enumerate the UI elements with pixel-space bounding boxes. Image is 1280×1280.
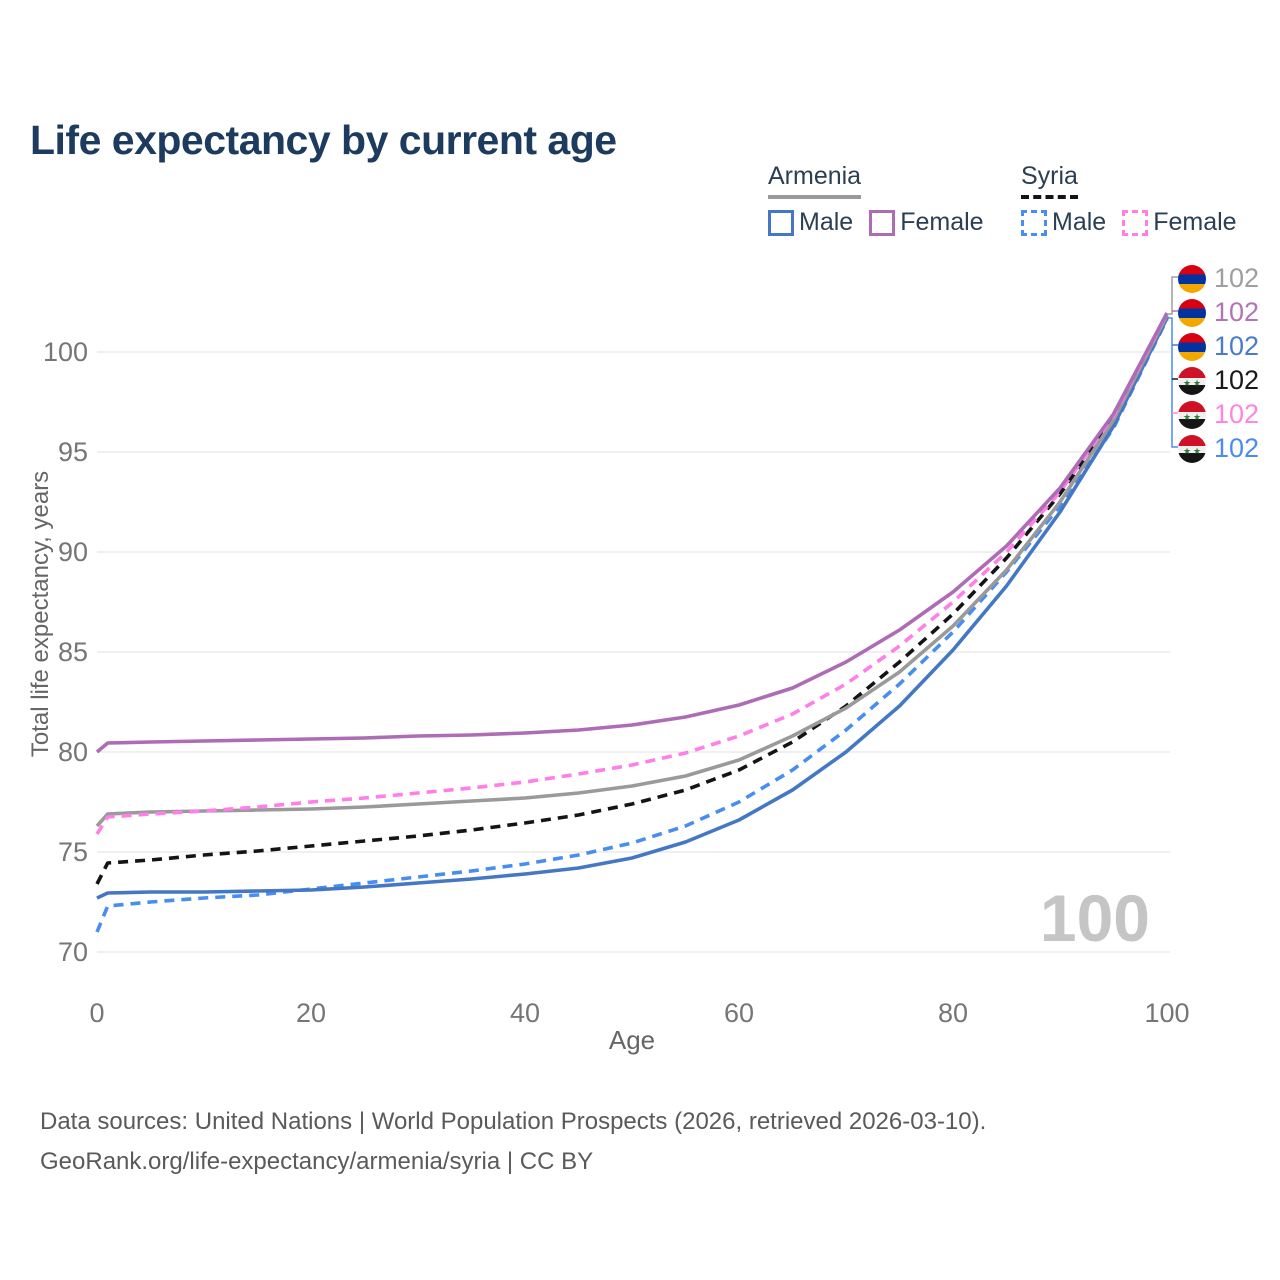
armenia-flag-icon (1178, 332, 1206, 361)
series-line-armenia (95, 314, 1169, 828)
legend-label-syria-female: Female (1153, 208, 1237, 236)
x-axis-title: Age (609, 1025, 655, 1055)
series-end-label-syria-female: ★ ★ 102 (1178, 399, 1259, 430)
legend-country-armenia: Armenia (768, 162, 862, 199)
end-value: 102 (1214, 263, 1260, 293)
y-tick-label: 80 (58, 737, 88, 767)
y-tick-label: 95 (58, 437, 88, 467)
series-end-label-armenia-male: 102 (1178, 331, 1259, 362)
x-tick-label: 40 (510, 998, 540, 1028)
series-line-syria-female (95, 313, 1169, 835)
end-value: 102 (1214, 433, 1260, 463)
star-icon: ★ (1183, 377, 1192, 388)
armenia-flag-icon (1178, 298, 1206, 327)
syria-male-swatch-icon (1021, 209, 1047, 236)
armenia-male-swatch-icon (768, 209, 794, 236)
series-end-label-armenia-both: 102 (1178, 263, 1259, 294)
syria-flag-icon: ★ ★ (1178, 400, 1206, 429)
series-line-armenia-male (96, 317, 1169, 900)
y-axis-title: Total life expectancy, years (27, 471, 54, 757)
page-title: Life expectancy by current age (30, 117, 617, 164)
x-tick-label: 20 (296, 998, 326, 1028)
star-icon: ★ (1183, 411, 1192, 422)
attribution-line: GeoRank.org/life-expectancy/armenia/syri… (40, 1148, 594, 1175)
series-line-armenia-female (95, 312, 1169, 754)
series-line-syria-male (95, 318, 1169, 933)
age-watermark: 100 (1040, 881, 1150, 955)
legend-label-armenia-female: Female (900, 208, 984, 236)
data-source-line: Data sources: United Nations | World Pop… (40, 1108, 987, 1135)
syria-flag-icon: ★ ★ (1178, 434, 1206, 463)
x-tick-label: 0 (89, 998, 104, 1028)
star-icon: ★ (1183, 445, 1192, 456)
end-value: 102 (1214, 399, 1260, 429)
y-tick-label: 85 (58, 637, 88, 667)
connector-armenia-both (1167, 276, 1178, 315)
series-end-label-syria-male: ★ ★ 102 (1178, 433, 1259, 464)
star-icon: ★ (1193, 411, 1202, 422)
series-line-syria (95, 315, 1169, 885)
legend-country-syria: Syria (1021, 162, 1078, 199)
legend-label-syria-male: Male (1052, 208, 1107, 236)
x-tick-label: 80 (938, 998, 968, 1028)
legend-group-syria: Syria Male Female (1021, 162, 1253, 237)
series-end-label-armenia-female: 102 (1178, 297, 1259, 328)
legend-label-armenia-male: Male (799, 208, 854, 236)
end-value: 102 (1214, 331, 1260, 361)
star-icon: ★ (1193, 445, 1202, 456)
star-icon: ★ (1193, 377, 1202, 388)
connector-syria-male (1167, 317, 1178, 448)
series-end-label-syria-both: ★ ★ 102 (1178, 365, 1259, 396)
x-tick-label: 60 (724, 998, 754, 1028)
y-tick-label: 75 (58, 837, 88, 867)
y-tick-label: 90 (58, 537, 88, 567)
end-value: 102 (1214, 297, 1260, 327)
armenia-female-swatch-icon (869, 209, 896, 236)
legend-group-armenia: Armenia Male Female (768, 162, 1000, 237)
y-tick-label: 100 (43, 337, 88, 367)
syria-flag-icon: ★ ★ (1178, 366, 1206, 395)
syria-female-swatch-icon (1122, 209, 1149, 236)
armenia-flag-icon (1178, 264, 1206, 293)
end-value: 102 (1214, 365, 1260, 395)
x-tick-label: 100 (1144, 998, 1189, 1028)
y-tick-label: 70 (58, 937, 88, 967)
